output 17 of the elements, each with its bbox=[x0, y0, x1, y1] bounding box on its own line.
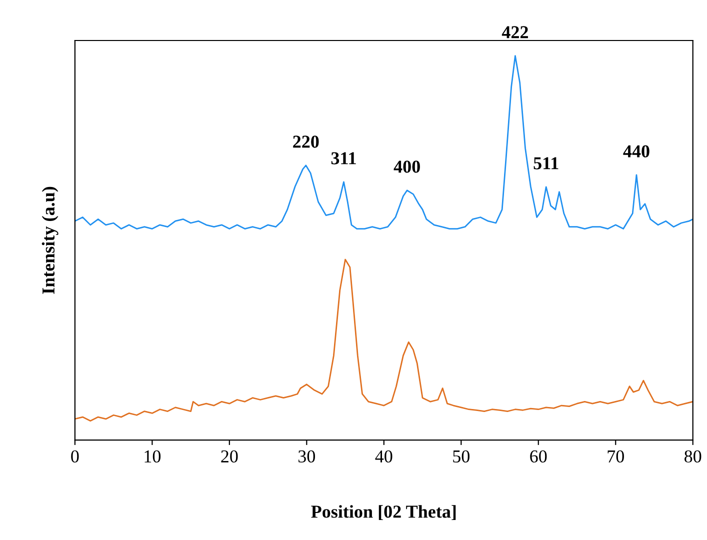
annotation: 311 bbox=[331, 152, 356, 164]
x-tick-label: 10 bbox=[144, 450, 161, 463]
x-tick-label: 40 bbox=[375, 450, 392, 463]
x-tick-label: 70 bbox=[608, 450, 624, 463]
annotation: 422 bbox=[502, 26, 528, 38]
annotation: 440 bbox=[623, 145, 650, 158]
annotation: 511 bbox=[534, 157, 558, 170]
x-tick-label: 30 bbox=[298, 450, 315, 463]
annotation: 400 bbox=[394, 160, 420, 173]
annotation: 220 bbox=[293, 136, 319, 148]
x-tick-label: 20 bbox=[221, 450, 238, 463]
x-tick-label: 60 bbox=[530, 450, 547, 463]
x-tick-label: 80 bbox=[684, 450, 702, 463]
x-tick-label: 0 bbox=[71, 450, 79, 463]
y-axis-title: Intensity (a.u) bbox=[42, 186, 58, 294]
x-axis-title: Position [02 Theta] bbox=[311, 505, 456, 520]
x-tick-label: 50 bbox=[453, 450, 470, 463]
